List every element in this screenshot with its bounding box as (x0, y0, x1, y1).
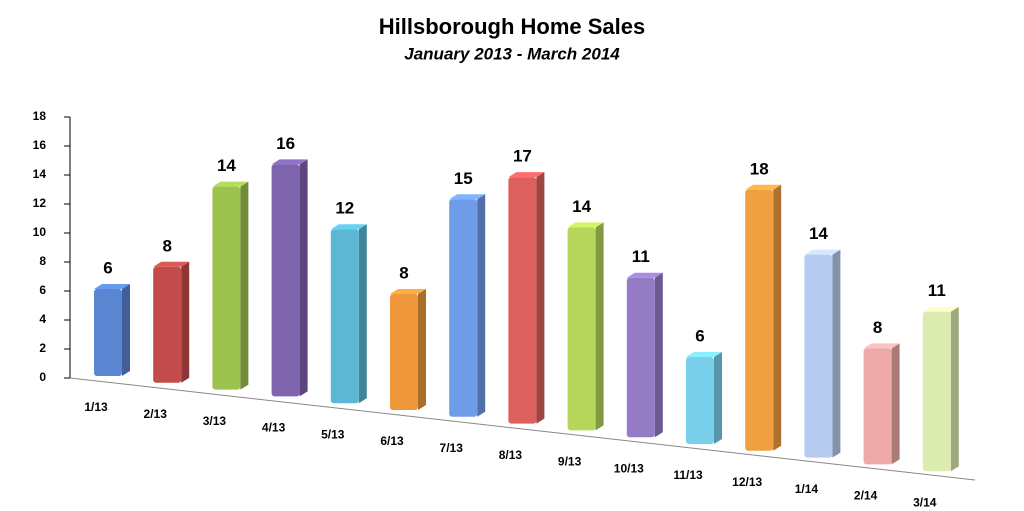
y-tick-label: 10 (33, 225, 47, 239)
bar-side (891, 343, 900, 465)
bar-side (654, 272, 663, 438)
value-label: 18 (750, 159, 769, 178)
x-tick-label: 2/14 (854, 489, 878, 503)
value-label: 16 (276, 134, 295, 153)
bar (567, 227, 596, 431)
x-tick-label: 9/13 (558, 455, 582, 469)
y-tick-label: 18 (33, 109, 47, 123)
bar-side (714, 352, 722, 444)
bar-top (567, 222, 604, 228)
value-label: 17 (513, 147, 532, 166)
bar (922, 311, 951, 472)
bar-top (153, 261, 190, 267)
x-tick-label: 3/14 (913, 495, 937, 509)
bar (626, 277, 655, 438)
value-label: 6 (103, 258, 112, 277)
bar-side (181, 261, 190, 383)
bar-top (922, 306, 959, 312)
bar-top (212, 181, 249, 187)
chart-title: Hillsborough Home Sales (379, 14, 646, 39)
value-label: 14 (572, 197, 591, 216)
value-label: 6 (695, 326, 704, 345)
x-tick-label: 2/13 (144, 407, 168, 421)
bar-top (686, 352, 722, 357)
y-tick-label: 4 (39, 312, 46, 326)
x-tick-label: 12/13 (732, 475, 762, 489)
bar-top (330, 224, 367, 230)
bar-top (804, 249, 841, 255)
value-label: 8 (873, 318, 882, 337)
chart-subtitle: January 2013 - March 2014 (404, 44, 620, 63)
value-label: 8 (162, 236, 171, 255)
x-tick-label: 5/13 (321, 427, 345, 441)
bar (330, 229, 359, 404)
bar-top (390, 289, 426, 294)
bar (212, 186, 241, 390)
x-tick-label: 3/13 (203, 414, 227, 428)
bar-side (477, 194, 486, 417)
bar-side (832, 249, 841, 458)
x-tick-label: 1/14 (795, 482, 819, 496)
bar-side (773, 184, 782, 451)
y-tick-label: 0 (39, 370, 46, 384)
bar-top (863, 343, 900, 349)
y-tick-label: 2 (39, 341, 46, 355)
bar-top (626, 272, 663, 278)
bar-side (950, 306, 959, 472)
value-label: 14 (217, 156, 236, 175)
bar (745, 189, 774, 451)
bar-side (358, 224, 367, 404)
x-tick-label: 4/13 (262, 421, 286, 435)
value-label: 11 (632, 247, 650, 266)
bar-side (299, 159, 308, 397)
y-tick-label: 12 (33, 196, 47, 210)
x-tick-label: 8/13 (499, 448, 523, 462)
y-tick-label: 14 (33, 167, 47, 181)
bar-side (240, 181, 249, 390)
x-axis (69, 377, 976, 481)
bar (863, 348, 892, 465)
bar (804, 254, 833, 458)
x-tick-label: 10/13 (614, 461, 644, 475)
value-label: 8 (399, 263, 408, 282)
bar-top (745, 184, 782, 190)
y-tick-label: 8 (39, 254, 46, 268)
bar (94, 289, 122, 376)
x-tick-label: 1/13 (84, 400, 108, 414)
bar-side (122, 284, 130, 376)
bar (153, 266, 182, 383)
bar (508, 177, 537, 424)
bar-side (418, 289, 426, 410)
value-label: 11 (928, 281, 946, 300)
x-tick-label: 11/13 (673, 468, 703, 482)
value-label: 14 (809, 224, 828, 243)
bar-top (271, 159, 308, 165)
bar-top (508, 172, 545, 178)
bar (449, 199, 478, 417)
x-tick-label: 6/13 (380, 434, 404, 448)
value-label: 15 (454, 169, 473, 188)
bar (686, 357, 714, 444)
bar (390, 294, 418, 410)
bar (271, 164, 300, 397)
x-tick-label: 7/13 (440, 441, 464, 455)
y-tick-label: 6 (39, 283, 46, 297)
bar-top (449, 194, 486, 200)
value-label: 12 (335, 199, 354, 218)
bar-side (595, 222, 604, 431)
bar-top (94, 284, 130, 289)
y-tick-label: 16 (33, 138, 47, 152)
bar-side (536, 172, 545, 424)
